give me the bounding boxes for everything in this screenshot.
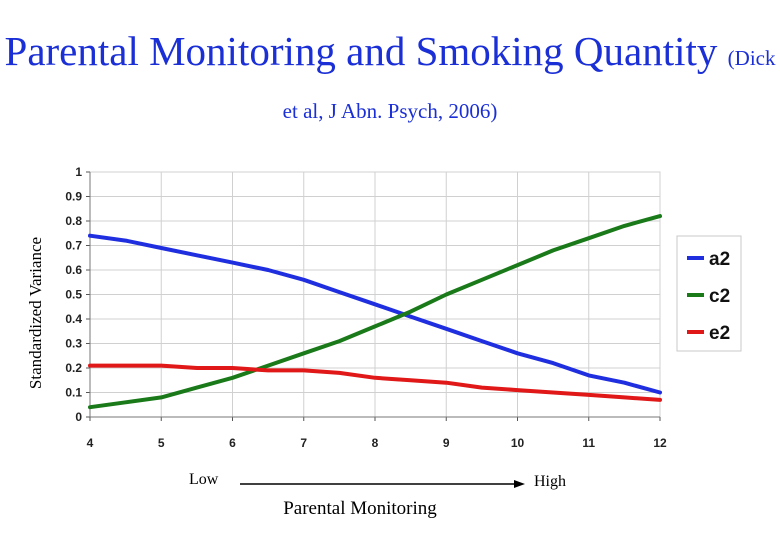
series-line-c2	[88, 214, 662, 410]
y-tick-label: 0.2	[65, 361, 82, 375]
y-tick-label: 0.3	[65, 337, 82, 351]
y-tick-label: 0.1	[65, 386, 82, 400]
axes: 0 0.1 0.2 0.3 0.4 0.5 0.6 0.7 0.8 0.9 1 4 5 6 7 8 9 10 11 1…	[65, 165, 667, 450]
title-citation: (Dick et al, J Abn. Psych, 2006)	[282, 46, 776, 123]
axis-high-label: High	[534, 473, 566, 490]
y-tick-label: 0.6	[65, 263, 82, 277]
x-tick-label: 7	[300, 436, 307, 450]
x-tick-label: 4	[87, 436, 94, 450]
series-lines	[88, 214, 662, 410]
series-line-a2	[88, 233, 662, 395]
y-tick-label: 0.8	[65, 214, 82, 228]
x-tick-label: 6	[229, 436, 236, 450]
x-tick-label: 5	[158, 436, 165, 450]
x-tick-label: 10	[511, 436, 525, 450]
direction-arrow	[240, 480, 525, 488]
series-line-e2	[88, 363, 662, 402]
legend-label-c2: c2	[709, 286, 730, 307]
y-tick-label: 0.5	[65, 288, 82, 302]
grid-lines	[89, 171, 661, 418]
title-main: Parental Monitoring and Smoking Quantity	[4, 28, 718, 74]
x-tick-label: 12	[653, 436, 667, 450]
x-tick-label: 11	[582, 436, 595, 450]
y-tick-label: 0.4	[65, 312, 82, 326]
x-tick-label: 8	[372, 436, 379, 450]
chart-title: Parental Monitoring and Smoking Quantity…	[0, 28, 780, 134]
legend-label-e2: e2	[709, 323, 730, 344]
x-axis-label: Parental Monitoring	[283, 498, 437, 519]
legend: a2 c2 e2	[676, 235, 742, 352]
y-tick-label: 0.9	[65, 190, 82, 204]
legend-label-a2: a2	[709, 249, 730, 270]
y-tick-label: 0	[75, 410, 82, 424]
axis-low-label: Low	[189, 471, 219, 488]
y-tick-label: 1	[75, 165, 82, 179]
x-tick-label: 9	[443, 436, 450, 450]
y-tick-label: 0.7	[65, 239, 82, 253]
